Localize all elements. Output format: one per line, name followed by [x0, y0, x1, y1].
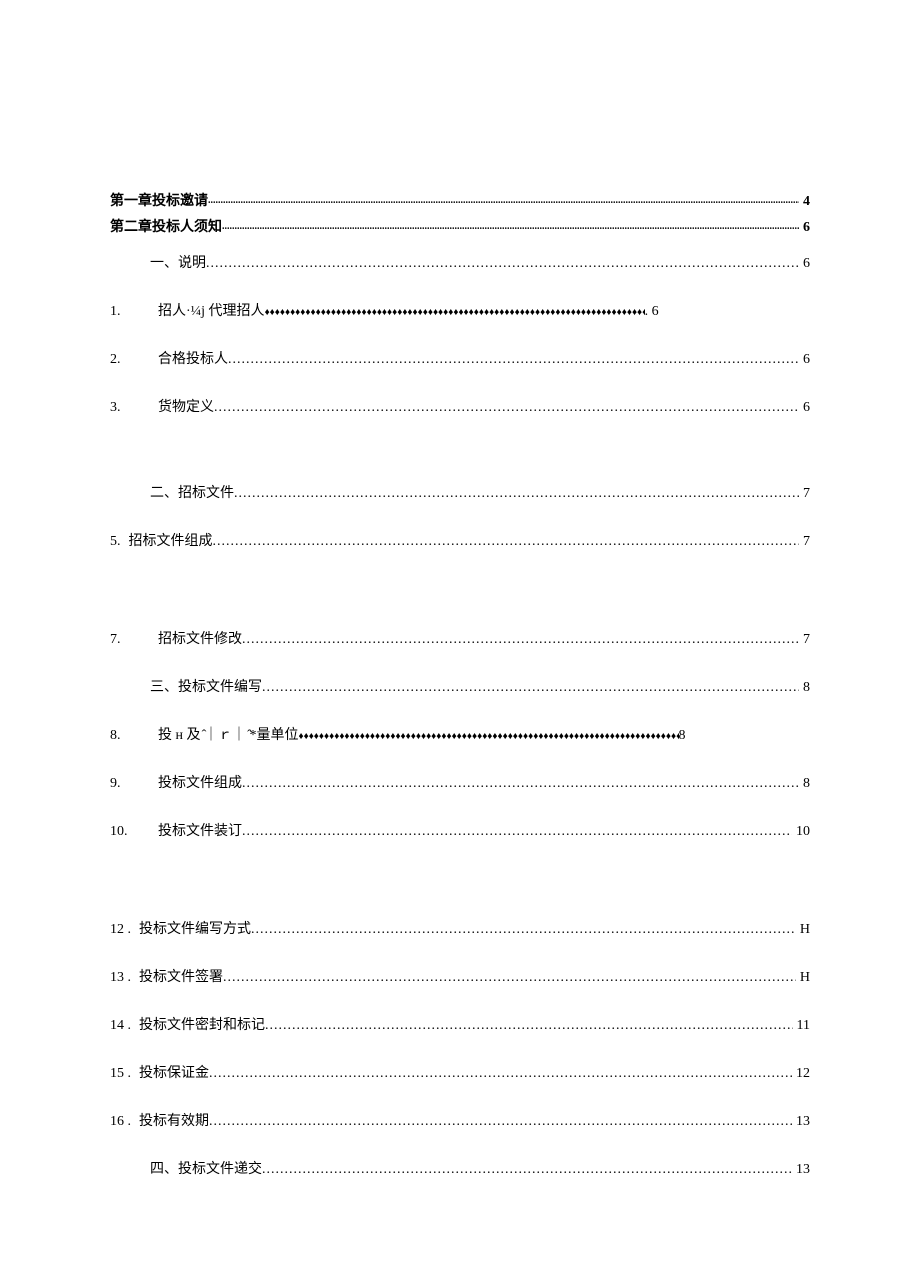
toc-leader — [223, 970, 796, 986]
toc-item-number: 3. — [110, 400, 150, 416]
toc-label: 投标文件编写方式 — [131, 918, 251, 938]
toc-leader — [242, 824, 792, 840]
toc-item-number: 5. — [110, 534, 121, 550]
spacer — [110, 578, 810, 628]
toc-page: H — [796, 970, 810, 986]
toc-label: 合格投标人 — [150, 348, 228, 368]
toc-leader — [213, 534, 800, 550]
toc-section: 四、投标文件递交 13 — [110, 1158, 810, 1178]
toc-item: 1.招人·¼j 代理招人 . 6 — [110, 300, 810, 320]
toc-label: 投标文件签署 — [131, 966, 223, 986]
toc-item: 15 .投标保证金 12 — [110, 1062, 810, 1082]
toc-page: H — [796, 922, 810, 938]
toc-page: 7 — [799, 486, 810, 502]
toc-item-number: 2. — [110, 352, 150, 368]
toc-item: 9.投标文件组成 8 — [110, 772, 810, 792]
toc-item-number: 1. — [110, 304, 150, 320]
toc-label: 招标文件组成 — [121, 530, 213, 550]
toc-item: 2.合格投标人 6 — [110, 348, 810, 368]
toc-item-number: 12 . — [110, 922, 131, 938]
toc-leader — [222, 220, 799, 236]
toc-item: 3.货物定义 6 — [110, 396, 810, 416]
toc-label: 投标文件装订 — [150, 820, 242, 840]
toc-page: 12 — [792, 1066, 810, 1082]
toc-label: 招人·¼j 代理招人 — [150, 300, 265, 320]
toc-page: 6 — [799, 256, 810, 272]
toc-item-number: 7. — [110, 632, 150, 648]
toc-page: 8 — [799, 776, 810, 792]
toc-leader — [208, 194, 799, 210]
toc-item: 10.投标文件装订 10 — [110, 820, 810, 840]
toc-leader — [206, 256, 799, 272]
toc-page: 7 — [799, 632, 810, 648]
toc-leader — [242, 632, 799, 648]
spacer — [110, 444, 810, 482]
toc-leader — [262, 1162, 792, 1178]
toc-leader — [209, 1066, 792, 1082]
toc-label: 投 ʜ 及 ̂｜ｒ｜ ̂*量单位 — [150, 724, 299, 744]
toc-label: 二、招标文件 — [110, 482, 234, 502]
toc-item: 12 .投标文件编写方式 H — [110, 918, 810, 938]
toc-item: 14 .投标文件密封和标记 11 — [110, 1014, 810, 1034]
toc-item-number: 8. — [110, 728, 150, 744]
toc-page: 7 — [799, 534, 810, 550]
toc-item: 5.招标文件组成 7 — [110, 530, 810, 550]
toc-label: 第一章投标邀请 — [110, 190, 208, 210]
toc-page: 8 — [679, 728, 686, 744]
toc-label: 货物定义 — [150, 396, 214, 416]
toc-page: 13 — [792, 1162, 810, 1178]
spacer — [110, 868, 810, 918]
toc-page: 6 — [799, 400, 810, 416]
toc-label: 第二章投标人须知 — [110, 216, 222, 236]
toc-page: 6 — [799, 220, 810, 236]
toc-label: 四、投标文件递交 — [110, 1158, 262, 1178]
toc-leader — [214, 400, 799, 416]
toc-section: 一、说明 6 — [110, 252, 810, 272]
table-of-contents: 第一章投标邀请 4 第二章投标人须知 6 一、说明 6 1.招人·¼j 代理招人 . 6 2.合… — [110, 190, 810, 1178]
toc-page: . 6 — [645, 304, 659, 320]
toc-label: 投标有效期 — [131, 1110, 209, 1130]
toc-label: 投标文件组成 — [150, 772, 242, 792]
toc-section: 二、招标文件 7 — [110, 482, 810, 502]
toc-label: 一、说明 — [110, 252, 206, 272]
toc-leader — [251, 922, 796, 938]
toc-leader — [265, 304, 645, 320]
toc-item: 7.招标文件修改 7 — [110, 628, 810, 648]
toc-item: 13 .投标文件签署 H — [110, 966, 810, 986]
toc-chapter: 第二章投标人须知 6 — [110, 216, 810, 236]
toc-item-number: 9. — [110, 776, 150, 792]
toc-leader — [299, 728, 679, 744]
toc-item-number: 10. — [110, 824, 150, 840]
toc-item-number: 14 . — [110, 1018, 131, 1034]
toc-chapter: 第一章投标邀请 4 — [110, 190, 810, 210]
toc-label: 三、投标文件编写 — [110, 676, 262, 696]
toc-leader — [228, 352, 799, 368]
toc-label: 招标文件修改 — [150, 628, 242, 648]
toc-leader — [209, 1114, 792, 1130]
toc-item: 8.投 ʜ 及 ̂｜ｒ｜ ̂*量单位 8 — [110, 724, 810, 744]
toc-page: 11 — [793, 1018, 810, 1034]
toc-leader — [265, 1018, 793, 1034]
toc-page: 10 — [792, 824, 810, 840]
toc-page: 6 — [799, 352, 810, 368]
toc-item-number: 13 . — [110, 970, 131, 986]
toc-label: 投标文件密封和标记 — [131, 1014, 265, 1034]
toc-page: 13 — [792, 1114, 810, 1130]
toc-leader — [242, 776, 799, 792]
toc-leader — [262, 680, 799, 696]
toc-section: 三、投标文件编写 8 — [110, 676, 810, 696]
toc-item: 16 .投标有效期 13 — [110, 1110, 810, 1130]
toc-item-number: 15 . — [110, 1066, 131, 1082]
toc-leader — [234, 486, 799, 502]
toc-page: 4 — [799, 194, 810, 210]
spacer — [110, 242, 810, 252]
toc-page: 8 — [799, 680, 810, 696]
toc-item-number: 16 . — [110, 1114, 131, 1130]
toc-label: 投标保证金 — [131, 1062, 209, 1082]
